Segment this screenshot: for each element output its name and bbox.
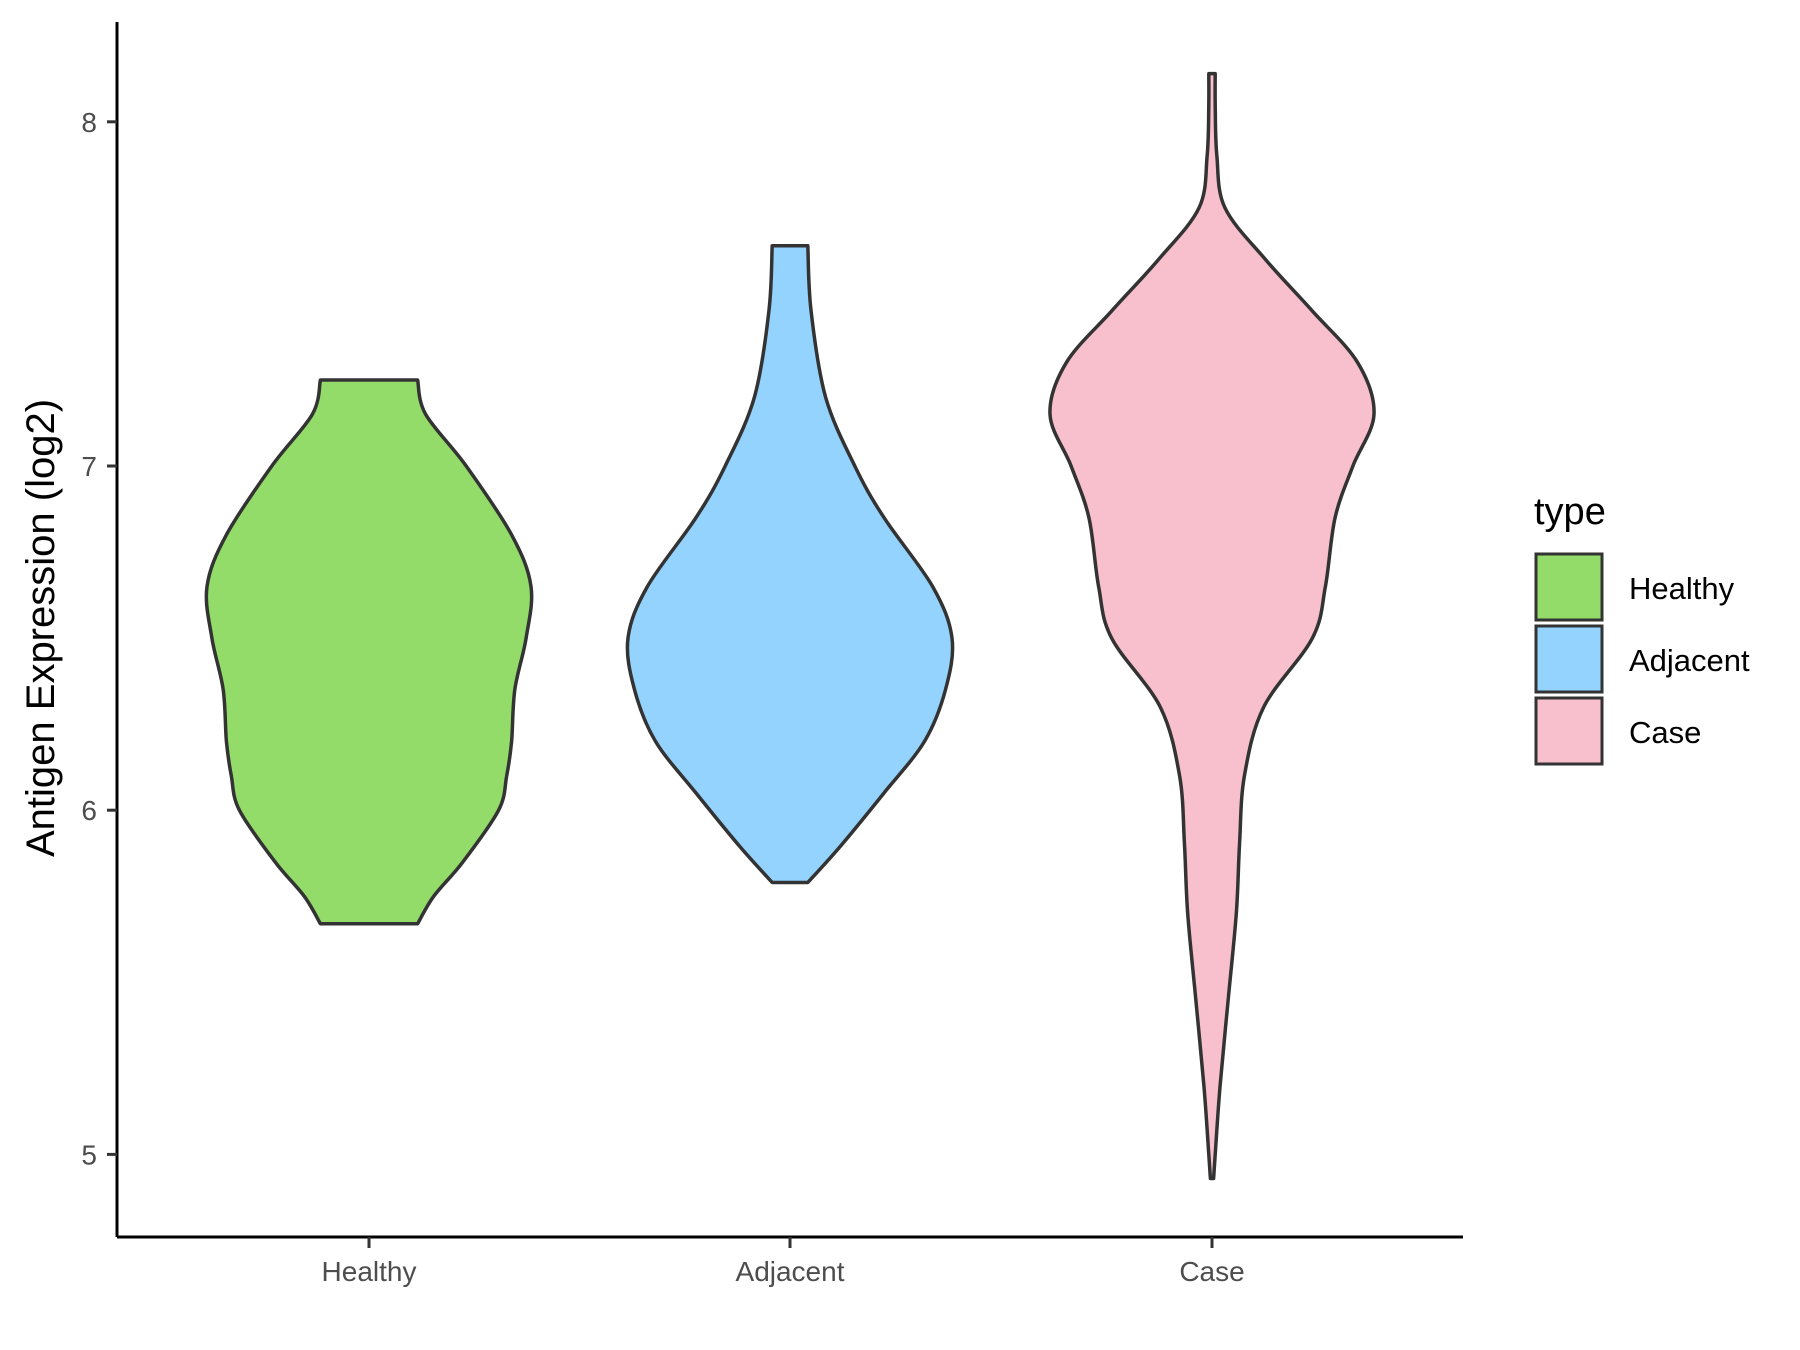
y-axis-title: Antigen Expression (log2) bbox=[19, 399, 63, 857]
axes: 5 6 7 8 Healthy Adjacent Case Antigen Express… bbox=[19, 22, 1463, 1287]
x-tick-label-healthy: Healthy bbox=[322, 1256, 417, 1287]
legend-key-adjacent bbox=[1534, 624, 1604, 694]
x-tick-label-adjacent: Adjacent bbox=[736, 1256, 845, 1287]
violins bbox=[204, 71, 1376, 1181]
x-tick-label-case: Case bbox=[1179, 1256, 1244, 1287]
violin-case bbox=[1048, 71, 1376, 1181]
y-tick-label: 5 bbox=[81, 1139, 97, 1170]
y-tick-label: 6 bbox=[81, 795, 97, 826]
y-ticks: 5 6 7 8 bbox=[81, 107, 117, 1170]
y-tick-label: 8 bbox=[81, 107, 97, 138]
y-tick-label: 7 bbox=[81, 451, 97, 482]
legend-title: type bbox=[1534, 491, 1606, 533]
violin-healthy bbox=[204, 378, 534, 926]
legend-label-adjacent: Adjacent bbox=[1629, 643, 1750, 678]
x-ticks: Healthy Adjacent Case bbox=[322, 1237, 1245, 1287]
violin-adjacent bbox=[625, 243, 955, 885]
legend: type Healthy Adjacent Case bbox=[1534, 491, 1750, 766]
legend-entries: Healthy Adjacent Case bbox=[1534, 552, 1750, 766]
legend-label-healthy: Healthy bbox=[1629, 571, 1735, 606]
legend-key-case bbox=[1534, 696, 1604, 766]
legend-key-healthy bbox=[1534, 552, 1604, 622]
legend-label-case: Case bbox=[1629, 715, 1701, 750]
